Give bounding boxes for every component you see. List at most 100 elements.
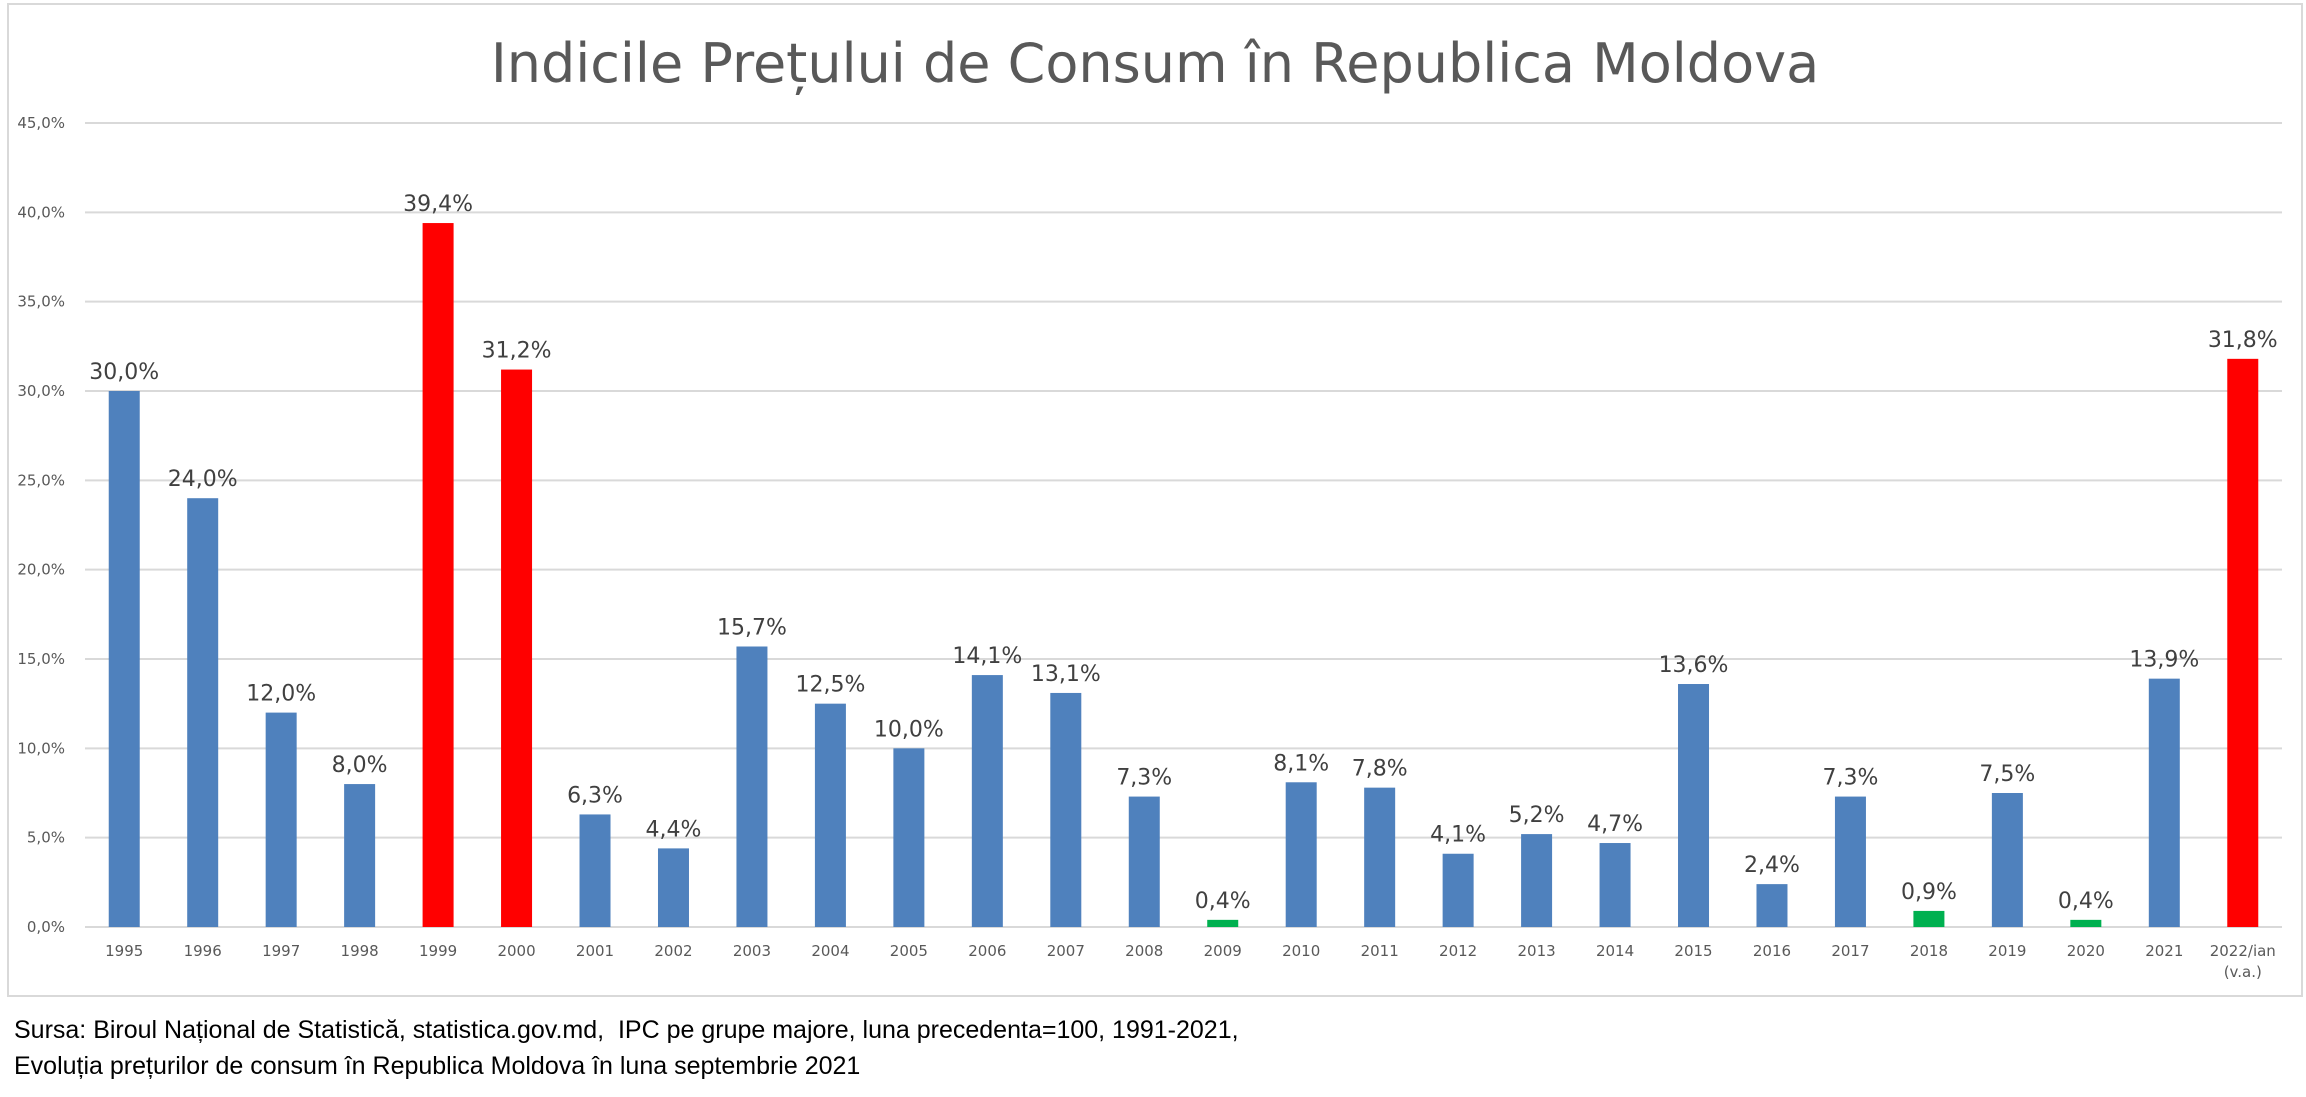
- bar-2012: [1442, 853, 1474, 927]
- x-tick-label: 1995: [105, 942, 143, 960]
- x-tick-label: 2018: [1910, 942, 1948, 960]
- y-tick-label: 25,0%: [17, 471, 65, 489]
- data-label: 14,1%: [952, 644, 1022, 669]
- bar-2008: [1128, 796, 1160, 927]
- y-tick-label: 5,0%: [27, 829, 65, 847]
- bar-2021: [2148, 678, 2180, 927]
- data-label: 10,0%: [874, 717, 944, 742]
- data-label: 12,5%: [795, 673, 865, 698]
- bar-2019: [1991, 793, 2023, 927]
- data-label: 2,4%: [1744, 853, 1800, 878]
- x-tick-label: 2020: [2067, 942, 2105, 960]
- bar-2016: [1756, 884, 1788, 927]
- bar-2005: [893, 748, 925, 927]
- bar-2003: [736, 646, 768, 927]
- data-label: 0,4%: [1195, 889, 1251, 914]
- x-tick-label: 2013: [1517, 942, 1555, 960]
- bar-1997: [265, 712, 297, 927]
- bar-1999: [422, 223, 454, 927]
- data-label: 0,4%: [2058, 889, 2114, 914]
- x-tick-label: 2003: [733, 942, 771, 960]
- data-label: 7,5%: [1979, 762, 2035, 787]
- x-tick-label: 2007: [1047, 942, 1085, 960]
- x-tick-label: 2019: [1988, 942, 2026, 960]
- x-tick-label: 2010: [1282, 942, 1320, 960]
- bar-2010: [1285, 782, 1317, 927]
- data-label: 8,0%: [332, 753, 388, 778]
- y-axis-ticks: 0,0% 5,0% 10,0% 15,0% 20,0% 25,0% 30,0% 35,0% 40…: [17, 114, 65, 936]
- bar-2017: [1834, 796, 1866, 927]
- y-tick-label: 20,0%: [17, 561, 65, 579]
- y-tick-label: 45,0%: [17, 114, 65, 132]
- data-label: 4,7%: [1587, 812, 1643, 837]
- bar-chart: Indicile Prețului de Consum în Republica…: [17, 32, 2282, 981]
- source-line-2: Evoluția prețurilor de consum în Republi…: [14, 1052, 861, 1080]
- x-tick-label: 2009: [1204, 942, 1242, 960]
- data-label: 4,4%: [646, 817, 702, 842]
- x-tick-label: 1999: [419, 942, 457, 960]
- data-label: 15,7%: [717, 615, 787, 640]
- data-label: 0,9%: [1901, 880, 1957, 905]
- x-tick-label: 2006: [968, 942, 1006, 960]
- bar-2018: [1913, 910, 1945, 927]
- x-tick-label: 2022/ian: [2210, 942, 2276, 960]
- bar-2022-ian-v-a-: [2227, 358, 2259, 928]
- data-label: 30,0%: [89, 360, 159, 385]
- bar-1996: [187, 498, 219, 927]
- y-tick-label: 10,0%: [17, 739, 65, 757]
- source-footer: Sursa: Biroul Național de Statistică, st…: [14, 1012, 1239, 1084]
- x-tick-label: 2000: [497, 942, 535, 960]
- gridlines: [85, 122, 2282, 928]
- data-label: 12,0%: [246, 682, 316, 707]
- x-tick-label: 2015: [1674, 942, 1712, 960]
- data-label: 31,8%: [2208, 328, 2278, 353]
- data-label: 5,2%: [1509, 803, 1565, 828]
- bars: [108, 223, 2259, 928]
- y-tick-label: 0,0%: [27, 918, 65, 936]
- x-tick-label: 2008: [1125, 942, 1163, 960]
- data-label: 39,4%: [403, 192, 473, 217]
- y-tick-label: 15,0%: [17, 650, 65, 668]
- bar-2014: [1599, 843, 1631, 927]
- bar-1998: [344, 784, 376, 927]
- bar-1995: [108, 391, 140, 927]
- x-tick-label: 2017: [1831, 942, 1869, 960]
- x-tick-label: 2014: [1596, 942, 1634, 960]
- source-line-1: Sursa: Biroul Național de Statistică, st…: [14, 1016, 1239, 1044]
- data-label: 7,8%: [1352, 757, 1408, 782]
- x-tick-label: (v.a.): [2224, 963, 2262, 981]
- x-tick-label: 1996: [184, 942, 222, 960]
- x-tick-label: 2011: [1361, 942, 1399, 960]
- bar-2001: [579, 814, 611, 927]
- chart-title: Indicile Prețului de Consum în Republica…: [491, 32, 1819, 95]
- data-label: 7,3%: [1822, 766, 1878, 791]
- x-tick-label: 2001: [576, 942, 614, 960]
- y-tick-label: 30,0%: [17, 382, 65, 400]
- bar-2020: [2070, 919, 2102, 927]
- bar-2009: [1207, 919, 1239, 927]
- data-label: 7,3%: [1116, 766, 1172, 791]
- x-tick-label: 1997: [262, 942, 300, 960]
- bar-2006: [971, 675, 1003, 927]
- data-labels: 30,0% 24,0% 12,0% 8,0% 39,4% 31,2% 6,3% 4,4% 15,…: [89, 192, 2277, 914]
- y-tick-label: 35,0%: [17, 293, 65, 311]
- y-tick-label: 40,0%: [17, 203, 65, 221]
- data-label: 24,0%: [168, 467, 238, 492]
- data-label: 13,1%: [1031, 662, 1101, 687]
- data-label: 4,1%: [1430, 823, 1486, 848]
- x-tick-label: 2012: [1439, 942, 1477, 960]
- x-tick-label: 2016: [1753, 942, 1791, 960]
- data-label: 31,2%: [482, 339, 552, 364]
- data-label: 13,6%: [1659, 653, 1729, 678]
- x-axis-ticks: 1995 1996 1997 1998 1999 2000 2001 2002 2003 2004…: [105, 942, 2276, 981]
- data-label: 6,3%: [567, 783, 623, 808]
- bar-2007: [1050, 692, 1082, 927]
- bar-2000: [501, 369, 533, 927]
- x-tick-label: 2005: [890, 942, 928, 960]
- bar-2013: [1521, 834, 1553, 927]
- x-tick-label: 2002: [654, 942, 692, 960]
- bar-2004: [814, 703, 846, 927]
- bar-2002: [657, 848, 689, 927]
- data-label: 13,9%: [2129, 648, 2199, 673]
- bar-2011: [1364, 787, 1396, 927]
